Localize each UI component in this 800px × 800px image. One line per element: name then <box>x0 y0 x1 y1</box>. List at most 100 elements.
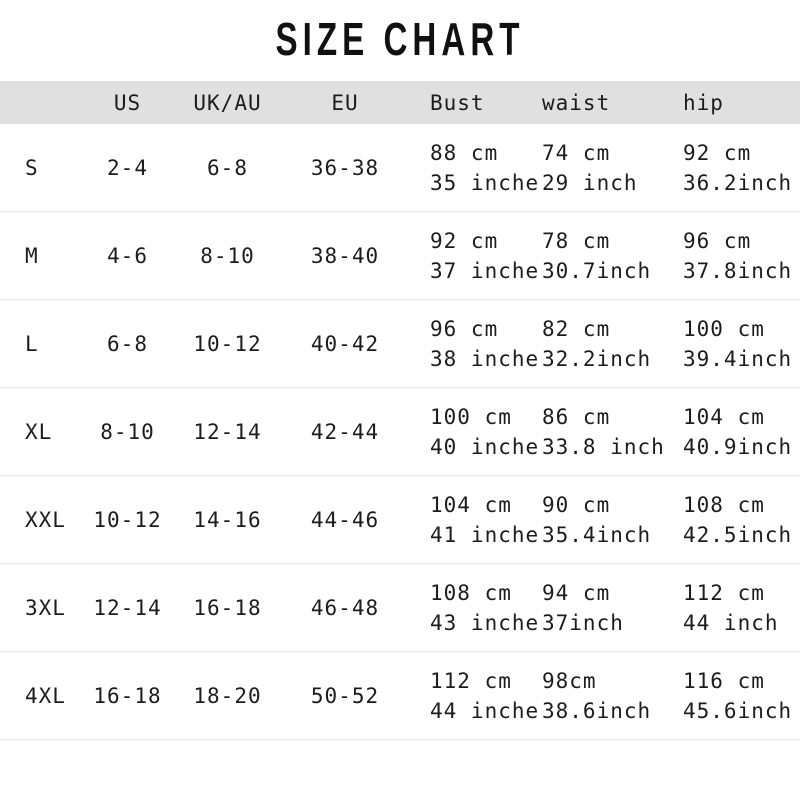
bust-cm-value: 108 cm <box>430 580 512 605</box>
cell-eu: 40-42 <box>310 331 380 356</box>
cell-bust: 108 cm 43 inche <box>400 578 540 638</box>
hip-inch-value: 44 inch <box>683 610 779 635</box>
header-cell-bust: Bust <box>430 90 485 115</box>
hip-inch-value: 36.2inch <box>683 170 793 195</box>
table-header-row: US UK/AU EU Bust waist hip <box>0 81 800 124</box>
cell-waist: 78 cm 30.7inch <box>530 226 665 286</box>
hip-inch-value: 42.5inch <box>683 522 793 547</box>
cell-eu: 38-40 <box>310 243 380 268</box>
bust-cm-value: 100 cm <box>430 404 512 429</box>
hip-inch-value: 37.8inch <box>683 258 793 283</box>
hip-cm-value: 100 cm <box>683 316 765 341</box>
bust-cm-value: 92 cm <box>430 228 499 253</box>
hip-inch-value: 39.4inch <box>683 346 793 371</box>
bust-inch-value: 41 inche <box>430 522 540 547</box>
cell-size: XXL <box>25 507 66 532</box>
waist-inch-value: 38.6inch <box>542 698 652 723</box>
waist-inch-value: 33.8 inch <box>542 434 665 459</box>
hip-cm-value: 96 cm <box>683 228 752 253</box>
table-row: XL 8-10 12-14 42-44 100 cm 40 inche 86 c… <box>0 388 800 476</box>
cell-eu: 44-46 <box>310 507 380 532</box>
cell-hip: 116 cm 45.6inch <box>665 666 800 726</box>
bust-inch-value: 40 inche <box>430 434 540 459</box>
waist-cm-value: 90 cm <box>542 492 611 517</box>
cell-ukau: 14-16 <box>193 507 262 532</box>
cell-us: 10-12 <box>93 507 162 532</box>
cell-eu: 50-52 <box>310 683 380 708</box>
cell-hip: 96 cm 37.8inch <box>665 226 800 286</box>
cell-hip: 112 cm 44 inch <box>665 578 800 638</box>
waist-cm-value: 98cm <box>542 668 597 693</box>
header-cell-waist: waist <box>542 90 611 115</box>
cell-size: 4XL <box>25 683 66 708</box>
bust-cm-value: 88 cm <box>430 140 499 165</box>
bust-inch-value: 44 inche <box>430 698 540 723</box>
cell-bust: 100 cm 40 inche <box>400 402 540 462</box>
table-row: 4XL 16-18 18-20 50-52 112 cm 44 inche 98… <box>0 652 800 740</box>
header-cell-hip: hip <box>683 90 724 115</box>
table-row: M 4-6 8-10 38-40 92 cm 37 inche 78 cm 30… <box>0 212 800 300</box>
bust-cm-value: 104 cm <box>430 492 512 517</box>
hip-cm-value: 108 cm <box>683 492 765 517</box>
cell-size: L <box>25 331 39 356</box>
cell-size: M <box>25 243 39 268</box>
hip-cm-value: 112 cm <box>683 580 765 605</box>
waist-cm-value: 82 cm <box>542 316 611 341</box>
cell-eu: 46-48 <box>310 595 380 620</box>
cell-hip: 92 cm 36.2inch <box>665 138 800 198</box>
cell-bust: 104 cm 41 inche <box>400 490 540 550</box>
bust-inch-value: 38 inche <box>430 346 540 371</box>
waist-inch-value: 35.4inch <box>542 522 652 547</box>
cell-ukau: 12-14 <box>193 419 262 444</box>
cell-waist: 82 cm 32.2inch <box>530 314 665 374</box>
waist-inch-value: 29 inch <box>542 170 638 195</box>
size-chart-table: US UK/AU EU Bust waist hip S 2-4 6-8 36-… <box>0 81 800 740</box>
header-cell-ukau: UK/AU <box>193 90 262 115</box>
cell-waist: 74 cm 29 inch <box>530 138 665 198</box>
bust-inch-value: 37 inche <box>430 258 540 283</box>
cell-us: 2-4 <box>107 155 148 180</box>
cell-bust: 88 cm 35 inche <box>400 138 540 198</box>
table-row: XXL 10-12 14-16 44-46 104 cm 41 inche 90… <box>0 476 800 564</box>
table-row: S 2-4 6-8 36-38 88 cm 35 inche 74 cm 29 … <box>0 124 800 212</box>
waist-cm-value: 78 cm <box>542 228 611 253</box>
bust-inch-value: 35 inche <box>430 170 540 195</box>
waist-cm-value: 74 cm <box>542 140 611 165</box>
waist-inch-value: 37inch <box>542 610 624 635</box>
hip-cm-value: 104 cm <box>683 404 765 429</box>
cell-ukau: 16-18 <box>193 595 262 620</box>
page-title: SIZE CHART <box>275 13 525 65</box>
hip-cm-value: 92 cm <box>683 140 752 165</box>
cell-size: S <box>25 155 39 180</box>
title-bar: SIZE CHART <box>0 0 800 64</box>
table-row: 3XL 12-14 16-18 46-48 108 cm 43 inche 94… <box>0 564 800 652</box>
cell-eu: 36-38 <box>310 155 380 180</box>
cell-ukau: 18-20 <box>193 683 262 708</box>
bust-cm-value: 96 cm <box>430 316 499 341</box>
cell-eu: 42-44 <box>310 419 380 444</box>
waist-inch-value: 32.2inch <box>542 346 652 371</box>
waist-cm-value: 94 cm <box>542 580 611 605</box>
waist-cm-value: 86 cm <box>542 404 611 429</box>
cell-us: 16-18 <box>93 683 162 708</box>
table-row: L 6-8 10-12 40-42 96 cm 38 inche 82 cm 3… <box>0 300 800 388</box>
waist-inch-value: 30.7inch <box>542 258 652 283</box>
cell-ukau: 8-10 <box>200 243 255 268</box>
cell-waist: 98cm 38.6inch <box>530 666 665 726</box>
cell-waist: 90 cm 35.4inch <box>530 490 665 550</box>
bust-inch-value: 43 inche <box>430 610 540 635</box>
cell-waist: 94 cm 37inch <box>530 578 665 638</box>
cell-us: 6-8 <box>107 331 148 356</box>
cell-size: XL <box>25 419 53 444</box>
header-cell-us: US <box>113 90 142 115</box>
cell-us: 4-6 <box>107 243 148 268</box>
cell-hip: 100 cm 39.4inch <box>665 314 800 374</box>
cell-us: 8-10 <box>100 419 155 444</box>
cell-ukau: 6-8 <box>207 155 248 180</box>
cell-waist: 86 cm 33.8 inch <box>530 402 665 462</box>
cell-bust: 92 cm 37 inche <box>400 226 540 286</box>
cell-bust: 112 cm 44 inche <box>400 666 540 726</box>
cell-size: 3XL <box>25 595 66 620</box>
cell-hip: 104 cm 40.9inch <box>665 402 800 462</box>
header-cell-eu: EU <box>331 90 359 115</box>
